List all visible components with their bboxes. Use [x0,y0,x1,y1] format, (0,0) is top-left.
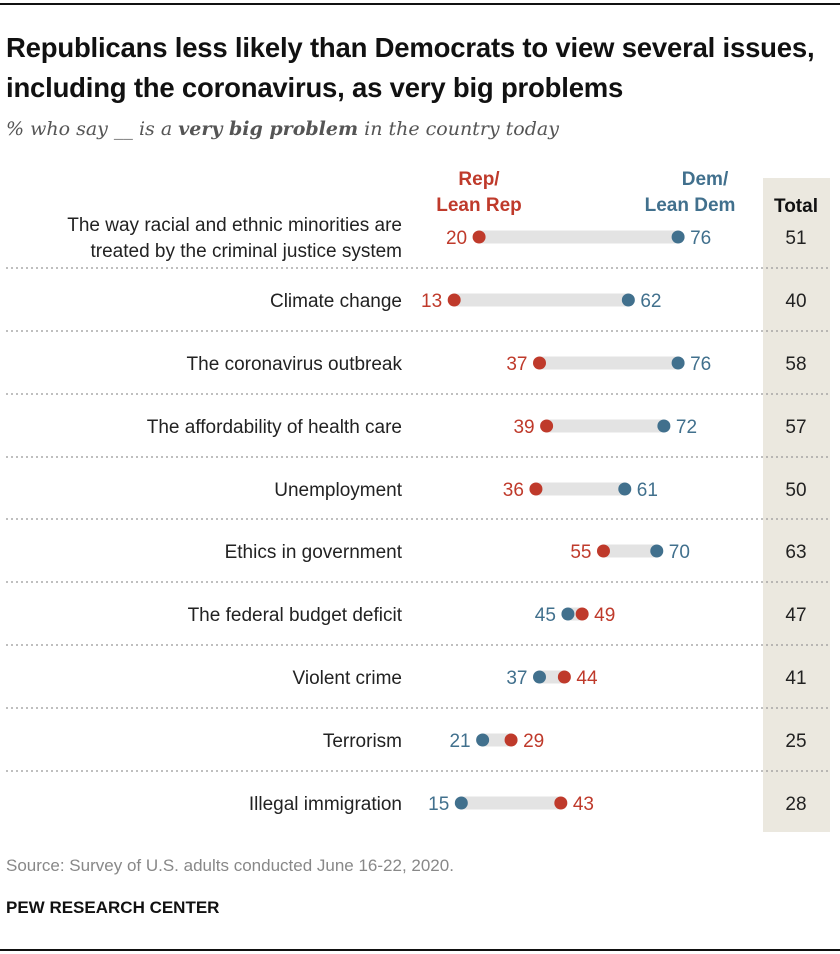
category-label: The federal budget deficit [188,605,403,626]
dot-dem [454,796,468,810]
dot-rep [504,733,518,747]
dot-rep [557,670,571,684]
dot-rep [540,419,554,433]
value-label-rep: 39 [513,417,534,438]
value-label-dem: 70 [669,542,690,563]
category-label: Terrorism [323,731,402,752]
value-label-rep: 20 [446,228,467,249]
total-column-bg [763,178,830,832]
category-label: Unemployment [274,480,402,501]
total-value: 63 [785,542,806,563]
source-note: Source: Survey of U.S. adults conducted … [6,856,454,875]
category-label: The coronavirus outbreak [187,354,403,375]
dot-rep [596,544,610,558]
total-value: 51 [785,228,806,249]
dot-dem [618,482,632,496]
value-label-dem: 72 [676,417,697,438]
category-label: Illegal immigration [249,794,402,815]
subtitle-emphasis: very big problem [178,118,359,140]
chart-subtitle: % who say __ is a very big problem in th… [6,118,559,140]
value-label-rep: 29 [523,731,544,752]
legend-rep: Rep/ [458,169,500,190]
total-value: 57 [785,417,806,438]
bottom-rule [0,949,840,951]
legend-dem: Dem/ [682,169,729,190]
value-label-dem: 76 [690,228,711,249]
legend-rep: Lean Rep [436,195,522,216]
category-label: Violent crime [293,668,402,689]
value-label-dem: 15 [428,794,449,815]
legend-dem: Lean Dem [645,195,736,216]
dot-dem [657,419,671,433]
dot-rep [529,482,543,496]
total-value: 40 [785,291,806,312]
value-label-dem: 21 [449,731,470,752]
dot-rep [554,796,568,810]
value-label-rep: 55 [570,542,591,563]
top-rule [0,3,840,5]
total-value: 58 [785,354,806,375]
dot-dem [621,293,635,307]
value-label-rep: 37 [506,354,527,375]
total-header: Total [774,196,818,217]
chart-title: Republicans less likely than Democrats t… [6,32,815,103]
category-label: treated by the criminal justice system [90,241,402,262]
value-label-dem: 37 [506,668,527,689]
value-label-rep: 44 [576,668,598,689]
value-label-dem: 61 [637,480,658,501]
value-label-rep: 43 [573,794,594,815]
dot-dem [650,544,664,558]
dot-dem [532,670,546,684]
category-label: Climate change [270,291,402,312]
total-value: 41 [785,668,806,689]
dot-dem [476,733,490,747]
value-label-dem: 76 [690,354,711,375]
value-label-rep: 36 [503,480,524,501]
category-label: The affordability of health care [147,417,402,438]
value-label-rep: 49 [594,605,615,626]
dot-rep [532,356,546,370]
total-value: 28 [785,794,806,815]
total-value: 25 [785,731,806,752]
dot-dem [671,230,685,244]
category-label: Ethics in government [225,542,403,563]
dot-dem [561,607,575,621]
value-label-dem: 62 [640,291,661,312]
value-label-rep: 13 [421,291,442,312]
total-value: 47 [785,605,806,626]
value-label-dem: 45 [535,605,556,626]
dot-rep [447,293,461,307]
category-label: The way racial and ethnic minorities are [67,215,402,236]
dot-rep [472,230,486,244]
subtitle-text: % who say __ is a [6,118,179,140]
total-value: 50 [785,480,806,501]
pew-logo-text: PEW RESEARCH CENTER [6,898,220,917]
dot-rep [575,607,589,621]
dot-dem [671,356,685,370]
subtitle-text-end: in the country today [358,118,559,140]
